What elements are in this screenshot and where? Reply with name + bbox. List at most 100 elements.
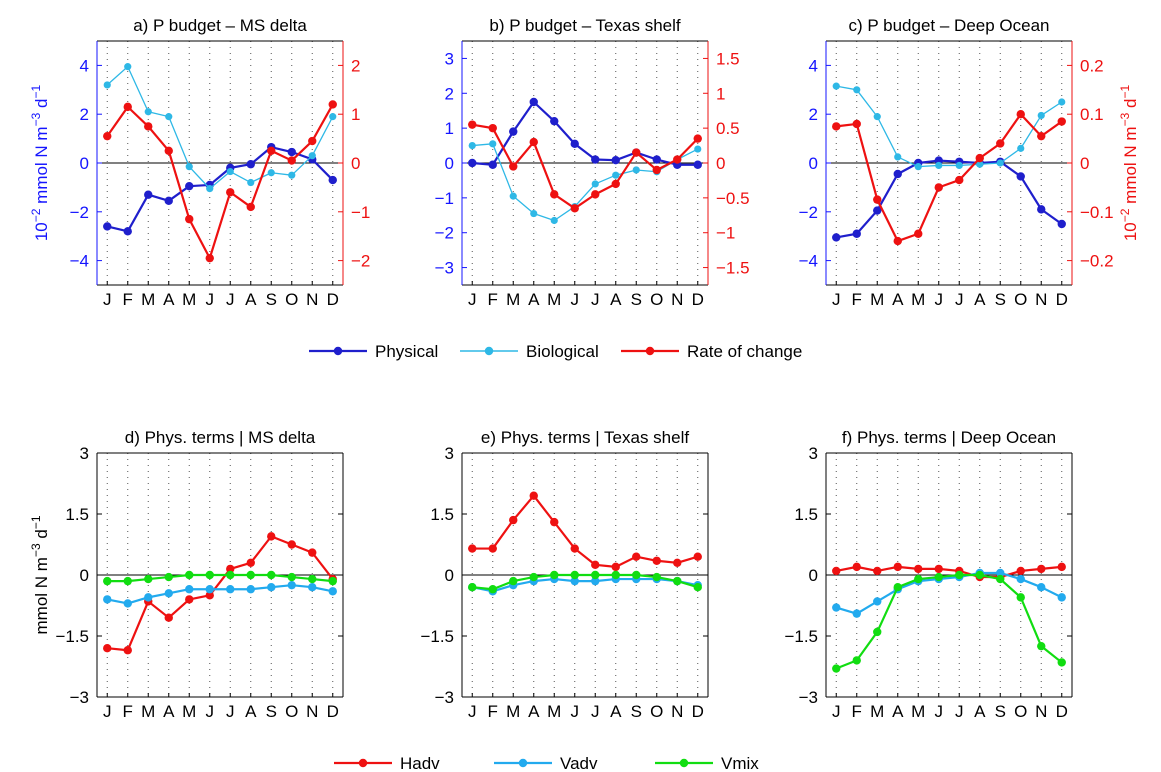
y2-tick-label: −1.5 [716, 259, 750, 278]
data-point-biological [550, 216, 558, 225]
data-point-vadv [852, 609, 861, 618]
data-point-vmix [144, 574, 153, 584]
y-tick-label: −2 [435, 224, 454, 243]
legend-top: Physical Biological Rate of change [309, 342, 802, 361]
superscript: −3 [1118, 112, 1132, 126]
data-point-biological [509, 192, 517, 200]
x-tick-label: J [103, 290, 112, 309]
data-point-biological [489, 140, 497, 148]
y2-tick-label: 0 [1080, 154, 1089, 173]
data-point-vmix [205, 570, 214, 580]
y2-tick-label: 0 [351, 154, 360, 173]
series-line-vadv [107, 584, 333, 605]
data-point-vadv [570, 576, 579, 586]
x-tick-label: J [935, 702, 944, 721]
data-point-physical [550, 116, 559, 126]
y-tick-label: −2 [70, 203, 89, 222]
x-tick-label: A [892, 290, 904, 309]
x-tick-label: A [245, 290, 257, 309]
data-point-vadv [226, 585, 235, 594]
y-tick-label: −1 [435, 189, 454, 208]
y-tick-label: 0 [809, 566, 818, 585]
data-point-vmix [468, 583, 477, 592]
x-tick-label: A [974, 702, 986, 721]
data-point-hadv [914, 564, 923, 574]
x-tick-label: O [285, 290, 298, 309]
x-tick-label: A [528, 702, 540, 721]
y2-tick-label: −1 [351, 203, 370, 222]
data-point-biological [185, 163, 193, 171]
series-line-biological [836, 85, 1063, 168]
data-point-biological [1058, 98, 1066, 106]
x-tick-label: S [266, 702, 277, 721]
x-tick-label: J [468, 290, 477, 309]
data-point-hadv [570, 544, 579, 553]
data-point-rate [529, 137, 538, 147]
data-point-biological [530, 209, 538, 218]
data-point-rate [852, 119, 861, 129]
x-tick-label: O [1014, 290, 1027, 309]
x-tick-label: F [488, 702, 498, 721]
data-point-physical [1037, 205, 1046, 214]
data-point-rate [123, 102, 132, 112]
y-tick-label: 3 [80, 444, 89, 463]
data-point-physical [652, 155, 661, 164]
data-point-vmix [308, 574, 317, 584]
data-point-hadv [591, 560, 600, 570]
y-axis-label: mmol N m−3 d−1 [29, 515, 51, 634]
series-line-physical [106, 146, 334, 233]
x-tick-label: N [1035, 290, 1047, 309]
legend-marker-vadv [518, 758, 528, 768]
data-point-rate [873, 195, 882, 204]
data-point-rate [267, 146, 276, 155]
x-tick-label: J [571, 702, 580, 721]
data-point-vmix [185, 570, 194, 580]
x-tick-label: N [306, 702, 318, 721]
data-point-rate [509, 162, 518, 171]
data-point-hadv [832, 566, 841, 576]
x-tick-label: D [327, 290, 339, 309]
y2-tick-label: −2 [351, 252, 370, 271]
legend-marker-physical [333, 346, 343, 356]
data-point-vmix [632, 570, 641, 580]
superscript: −2 [29, 208, 43, 222]
data-point-biological [1037, 111, 1045, 120]
series-line-vadv [472, 577, 698, 593]
data-point-rate [103, 131, 112, 141]
data-point-hadv [1037, 564, 1046, 574]
y2-tick-label: 1 [351, 105, 360, 124]
data-point-vadv [287, 580, 296, 590]
chart-panel-3: c) P budget – Deep Ocean −4 −2 0 2 4 −0.2 −0.1 0… [799, 16, 1140, 309]
legend-bottom: Hadv Vadv Vmix [334, 754, 759, 772]
data-point-rate [164, 146, 173, 155]
data-point-vmix [103, 576, 112, 586]
x-tick-label: S [995, 290, 1006, 309]
data-point-vadv [123, 599, 132, 608]
data-point-rate [468, 120, 477, 129]
x-tick-label: J [591, 702, 600, 721]
y-axis-label: 10−2 mmol N m−3 d−1 [29, 85, 51, 242]
y2-tick-label: −1 [716, 224, 735, 243]
x-tick-label: M [870, 702, 884, 721]
data-point-vadv [996, 568, 1005, 578]
label-part: mmol N m [1121, 126, 1140, 208]
x-tick-label: A [610, 290, 622, 309]
label-part: d [32, 529, 51, 543]
data-point-vadv [267, 583, 276, 592]
data-point-hadv [893, 562, 902, 572]
x-tick-label: S [631, 290, 642, 309]
x-tick-label: J [468, 702, 477, 721]
x-tick-label: J [955, 702, 964, 721]
x-tick-label: J [832, 290, 841, 309]
data-point-vmix [832, 664, 841, 673]
data-point-vadv [591, 576, 600, 586]
x-tick-label: O [285, 702, 298, 721]
data-point-physical [144, 190, 153, 199]
y2-tick-label: 0.5 [716, 119, 740, 138]
data-point-vadv [328, 587, 337, 596]
data-point-hadv [226, 564, 235, 574]
data-point-hadv [287, 540, 296, 549]
y2-tick-label: −0.5 [716, 189, 750, 208]
legend-label-vmix: Vmix [721, 754, 759, 772]
x-tick-label: N [671, 702, 683, 721]
